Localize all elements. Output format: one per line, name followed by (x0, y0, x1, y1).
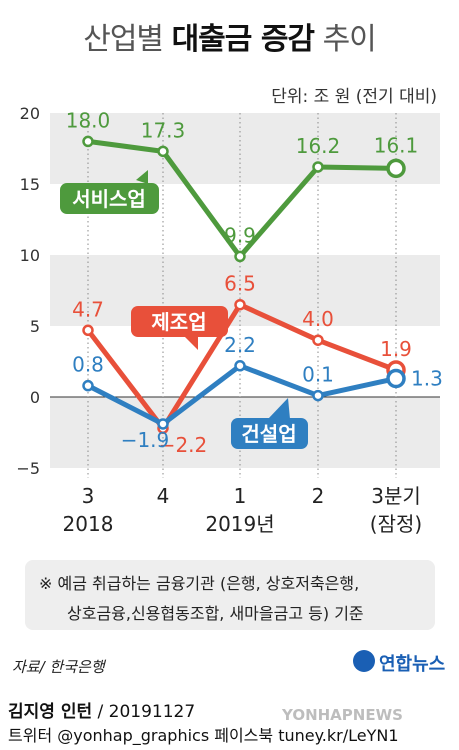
data-point (234, 250, 246, 263)
series-name-label: 제조업 (151, 310, 206, 334)
note-line-2: 상호금융,신용협동조합, 새마을금고 등) 기준 (67, 604, 364, 623)
yonhap-logo-text: 연합뉴스 (379, 654, 446, 675)
x-tick-sublabel: (잠정) (370, 512, 422, 536)
note-line-1: ※ 예금 취급하는 금융기관 (은행, 상호저축은행, (39, 574, 360, 593)
y-tick-label: 10 (20, 246, 40, 265)
y-tick-label: −5 (16, 459, 40, 478)
grid-band (50, 113, 440, 184)
data-label: 16.1 (374, 133, 419, 157)
data-point-end (386, 158, 406, 179)
data-point (157, 418, 169, 430)
data-point (234, 360, 246, 372)
data-label: 0.8 (72, 353, 104, 377)
publish-date: / 20191127 (92, 702, 196, 722)
year-label: 2019년 (205, 512, 274, 536)
data-label: 1.3 (411, 367, 443, 391)
y-tick-label: 15 (20, 175, 40, 194)
data-label: 16.2 (296, 134, 341, 158)
y-tick-label: 5 (30, 317, 40, 336)
grid-band (50, 255, 440, 326)
data-label: 9.9 (224, 223, 256, 247)
y-tick-label: 20 (20, 104, 40, 123)
data-label: 17.3 (141, 118, 186, 142)
data-label: 18.0 (66, 108, 111, 132)
series-callout (131, 306, 228, 337)
data-point (312, 161, 324, 173)
x-tick-label: 4 (157, 484, 170, 508)
data-point (234, 298, 246, 311)
data-point-end (386, 368, 406, 389)
callout-tail (268, 398, 290, 419)
source-label: 자료/ 한국은행 (12, 658, 105, 676)
series-name-label: 서비스업 (72, 187, 146, 211)
data-label: 4.7 (72, 297, 104, 321)
data-label: 6.5 (224, 272, 256, 296)
yonhap-logo-icon (353, 650, 375, 672)
data-point (82, 379, 94, 392)
x-tick-label: 3 (82, 484, 95, 508)
author-credit: 김지영 인턴 / 20191127 (8, 697, 195, 722)
note-box: ※ 예금 취급하는 금융기관 (은행, 상호저축은행, 상호금융,신용협동조합,… (25, 560, 435, 630)
unit-label: 단위: 조 원 (전기 대비) (271, 87, 437, 107)
data-label: −2.2 (159, 433, 208, 457)
series-callout (231, 418, 308, 449)
title-part-1: 산업별 (83, 22, 164, 57)
watermark: YONHAPNEWS (282, 706, 403, 724)
data-label: −1.9 (121, 428, 170, 452)
data-point (82, 324, 94, 337)
x-tick-label: 1 (234, 484, 247, 508)
yonhap-logo: 연합뉴스 (353, 648, 453, 676)
line-chart: 20 15 10 5 0 −5 3 4 1 2 3분기 (잠정) 2018 2019년 18.0 17.3 9.… (16, 104, 443, 536)
x-tick-label: 2 (312, 484, 325, 508)
author-name: 김지영 인턴 (8, 702, 93, 722)
data-label: 0.1 (302, 363, 334, 387)
data-label: 1.9 (380, 337, 412, 361)
data-label: 2.2 (224, 333, 256, 357)
title-part-3: 추이 (322, 22, 377, 57)
data-label: 4.0 (302, 307, 334, 331)
chart-title: 산업별 대출금 증감 추이 (0, 14, 459, 58)
callout-tail (184, 336, 198, 350)
y-tick-label: 0 (30, 388, 40, 407)
series-name-label: 건설업 (241, 422, 296, 446)
x-tick-label: 3분기 (371, 484, 421, 508)
series-callout (60, 183, 159, 214)
data-point (157, 145, 169, 158)
callout-tail (136, 170, 148, 184)
data-point (82, 135, 94, 148)
title-part-2: 대출금 증감 (171, 22, 315, 57)
social-links: 트위터 @yonhap_graphics 페이스북 tuney.kr/LeYN1 (8, 726, 399, 745)
year-label: 2018 (63, 512, 114, 536)
data-point (312, 334, 324, 346)
data-point (312, 389, 324, 402)
